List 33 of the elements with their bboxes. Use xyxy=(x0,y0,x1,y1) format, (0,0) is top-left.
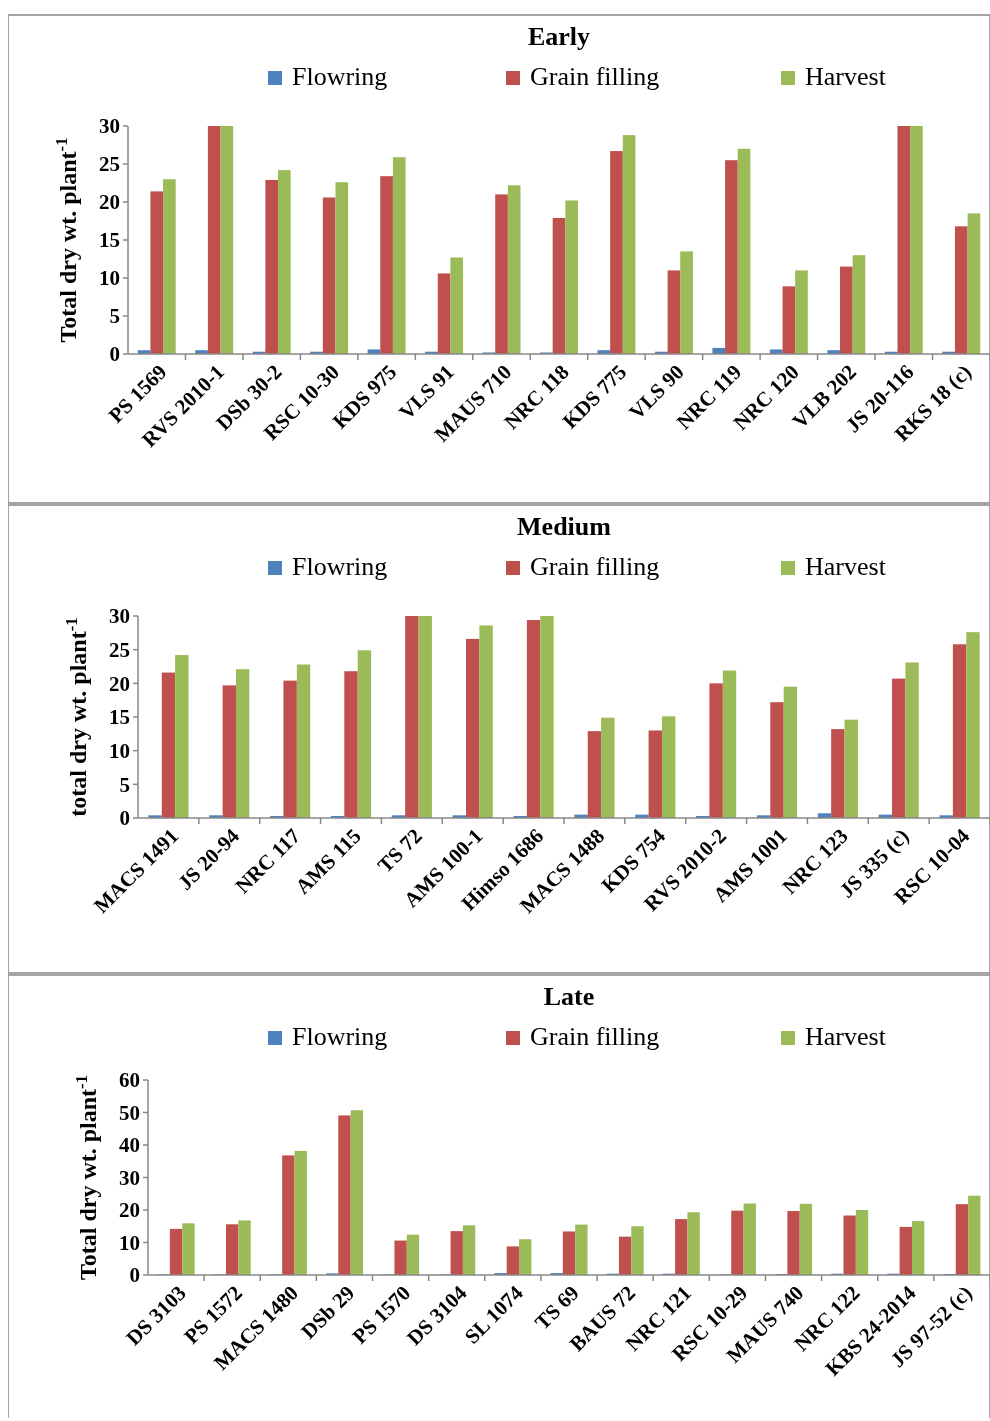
legend-label: Grain filling xyxy=(530,1022,660,1051)
chart-title: Late xyxy=(543,982,595,1011)
y-tick-label: 10 xyxy=(109,739,130,764)
y-tick-label: 50 xyxy=(119,1100,140,1125)
y-tick-label: 0 xyxy=(119,806,130,831)
y-tick-label: 5 xyxy=(119,772,130,797)
y-tick-label: 20 xyxy=(119,1198,140,1223)
y-tick-label: 10 xyxy=(119,1230,140,1255)
legend-label: Flowring xyxy=(292,552,388,581)
y-tick-label: 0 xyxy=(129,1263,140,1288)
y-tick-label: 0 xyxy=(109,342,120,367)
legend-label: Grain filling xyxy=(530,62,660,91)
chart-title: Medium xyxy=(517,512,612,541)
y-tick-label: 60 xyxy=(119,1068,140,1093)
y-tick-label: 30 xyxy=(99,114,120,139)
legend-label: Harvest xyxy=(805,552,887,581)
y-tick-label: 30 xyxy=(109,604,130,629)
y-tick-label: 5 xyxy=(109,304,120,329)
legend-label: Grain filling xyxy=(530,552,660,581)
y-tick-label: 25 xyxy=(99,152,120,177)
legend-label: Flowring xyxy=(292,1022,388,1051)
y-tick-label: 15 xyxy=(109,705,130,730)
y-tick-label: 25 xyxy=(109,638,130,663)
legend-label: Flowring xyxy=(292,62,388,91)
y-tick-label: 15 xyxy=(99,228,120,253)
y-tick-label: 20 xyxy=(109,671,130,696)
y-tick-label: 20 xyxy=(99,190,120,215)
chart-title: Early xyxy=(527,22,591,51)
y-tick-label: 40 xyxy=(119,1133,140,1158)
y-tick-label: 30 xyxy=(119,1165,140,1190)
legend-label: Harvest xyxy=(805,62,887,91)
y-tick-label: 10 xyxy=(99,266,120,291)
legend-label: Harvest xyxy=(805,1022,887,1051)
